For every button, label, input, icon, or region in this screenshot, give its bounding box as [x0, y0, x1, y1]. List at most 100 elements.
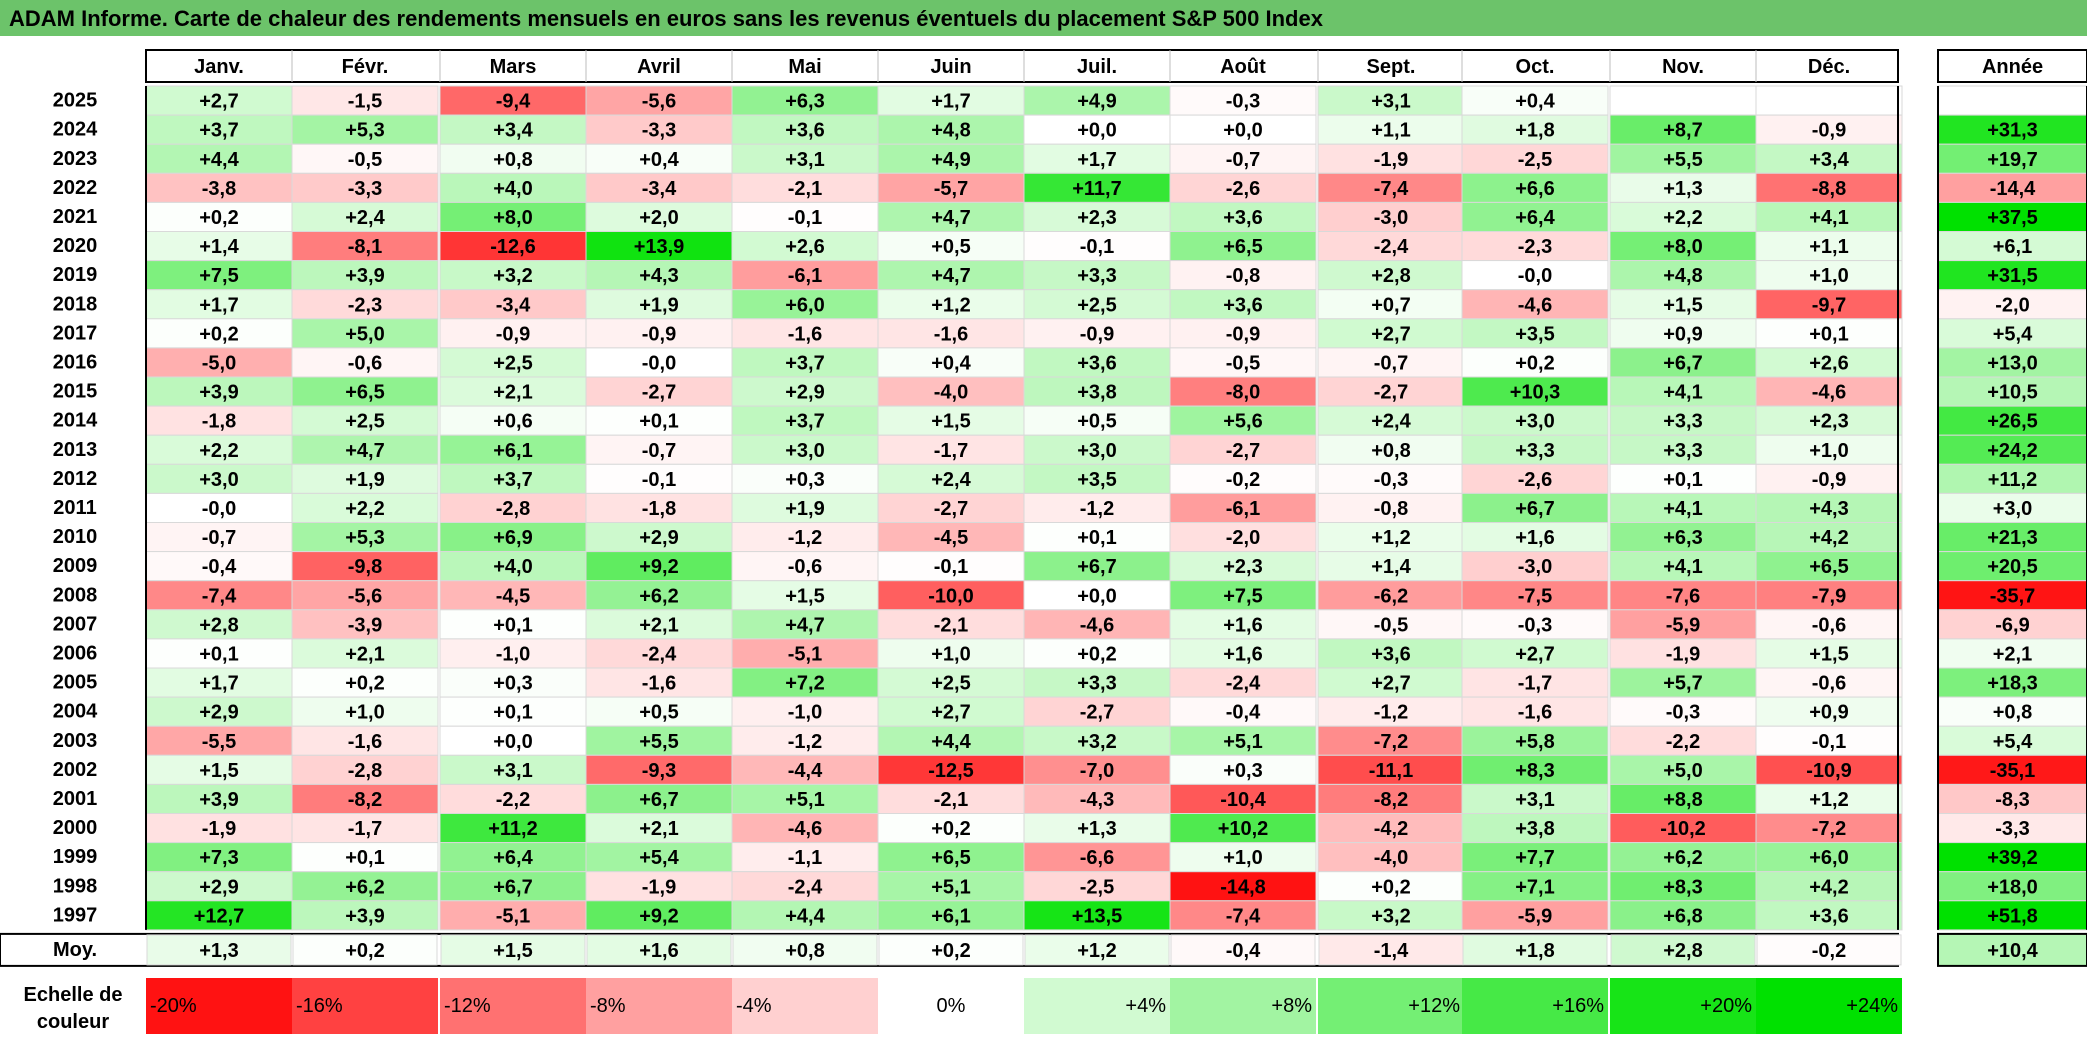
heatmap-cell	[291, 871, 439, 902]
cell-value: -0,7	[1374, 352, 1408, 374]
cell-value: -0,2	[1226, 469, 1260, 491]
heatmap-cell	[585, 405, 733, 436]
heatmap-cell	[439, 347, 587, 378]
cell-value: +0,7	[1371, 294, 1410, 316]
cell-value: +2,1	[493, 382, 532, 404]
cell-value: -1,2	[1374, 702, 1408, 724]
heatmap-cell	[1023, 638, 1171, 669]
year-label: 2025	[53, 90, 98, 112]
annual-value: +51,8	[1987, 905, 2038, 927]
cell-value: -0,7	[1226, 149, 1260, 171]
cell-value: +9,2	[639, 905, 678, 927]
cell-value: +6,7	[639, 789, 678, 811]
heatmap-cell	[585, 754, 733, 785]
heatmap-cell	[731, 725, 879, 756]
heatmap-cell	[1755, 405, 1903, 436]
cell-value: -3,3	[642, 120, 676, 142]
cell-value: -2,1	[934, 789, 968, 811]
annual-value: +13,0	[1987, 352, 2038, 374]
cell-value: -3,4	[496, 294, 531, 316]
cell-value: -4,5	[496, 585, 530, 607]
cell-value: +5,5	[1663, 149, 1702, 171]
cell-value: -0,9	[642, 323, 676, 345]
heatmap-cell	[1461, 813, 1609, 844]
heatmap-cell	[1023, 463, 1171, 494]
cell-value: +6,6	[1515, 178, 1554, 200]
cell-value: +1,4	[1371, 556, 1411, 578]
heatmap-cell	[145, 463, 293, 494]
heatmap-cell	[1461, 347, 1609, 378]
cell-value: +0,3	[785, 469, 824, 491]
cell-value: +3,2	[1371, 905, 1410, 927]
cell-value: -1,9	[202, 818, 236, 840]
heatmap-cell	[291, 492, 439, 523]
month-header: Juin	[930, 56, 971, 78]
heatmap-cell	[731, 813, 879, 844]
cell-value: -4,6	[788, 818, 822, 840]
heatmap-cell	[1169, 522, 1317, 553]
cell-value: +2,4	[931, 469, 971, 491]
heatmap-cell	[439, 522, 587, 553]
annual-value: +3,0	[1993, 498, 2032, 520]
cell-value: +0,9	[1809, 702, 1848, 724]
heatmap-cell	[145, 114, 293, 145]
heatmap-cell	[1169, 405, 1317, 436]
cell-value: -1,6	[1518, 702, 1552, 724]
heatmap-cell	[1169, 667, 1317, 698]
month-header: Mars	[490, 56, 537, 78]
heatmap-cell	[877, 289, 1025, 320]
heatmap-cell	[145, 522, 293, 553]
cell-value: +10,2	[1218, 818, 1269, 840]
heatmap-cell	[585, 667, 733, 698]
heatmap-cell	[145, 813, 293, 844]
heatmap-cell	[877, 318, 1025, 349]
heatmap-cell	[877, 231, 1025, 262]
heatmap-cell	[585, 347, 733, 378]
cell-value: +0,9	[1663, 323, 1702, 345]
annual-value: +26,5	[1987, 411, 2038, 433]
cell-value: -4,4	[788, 760, 823, 782]
heatmap-cell	[1169, 85, 1317, 116]
heatmap-cell	[1023, 201, 1171, 232]
annual-value: -35,7	[1990, 585, 2036, 607]
average-cell	[1756, 934, 1902, 966]
scale-swatch	[1462, 978, 1608, 1034]
scale-label: couleur	[37, 1011, 109, 1033]
heatmap-cell	[585, 318, 733, 349]
heatmap-cell	[731, 434, 879, 465]
heatmap-cell	[585, 696, 733, 727]
year-label: 2016	[53, 351, 98, 373]
heatmap-cell	[877, 347, 1025, 378]
cell-value: -8,2	[1374, 789, 1408, 811]
cell-value: +9,2	[639, 556, 678, 578]
cell-value: -1,8	[202, 411, 236, 433]
cell-value: +3,0	[1515, 411, 1554, 433]
heatmap-cell	[1023, 667, 1171, 698]
heatmap-cell	[1755, 85, 1903, 116]
heatmap-cell	[731, 580, 879, 611]
year-label: 1997	[53, 904, 98, 926]
cell-value: +3,3	[1077, 673, 1116, 695]
cell-value: +6,9	[493, 527, 532, 549]
cell-value: +1,3	[1663, 178, 1702, 200]
cell-value: +13,9	[634, 236, 685, 258]
annual-value: -3,3	[1995, 818, 2029, 840]
heatmap-cell	[1609, 289, 1757, 320]
heatmap-cell	[291, 289, 439, 320]
cell-value: -6,6	[1080, 847, 1114, 869]
heatmap-cell	[1169, 434, 1317, 465]
heatmap-cell	[1755, 667, 1903, 698]
heatmap-cell	[1169, 492, 1317, 523]
heatmap-cell	[1755, 580, 1903, 611]
cell-value: +2,1	[639, 614, 678, 636]
heatmap-cell	[1461, 580, 1609, 611]
cell-value: -2,2	[496, 789, 530, 811]
average-cell	[1462, 934, 1608, 966]
heatmap-cell	[1317, 813, 1465, 844]
cell-value: -10,4	[1220, 789, 1266, 811]
cell-value: +2,9	[199, 702, 238, 724]
heatmap-cell	[1169, 289, 1317, 320]
heatmap-cell	[291, 143, 439, 174]
cell-value: +3,9	[345, 905, 384, 927]
cell-value: -2,8	[348, 760, 382, 782]
